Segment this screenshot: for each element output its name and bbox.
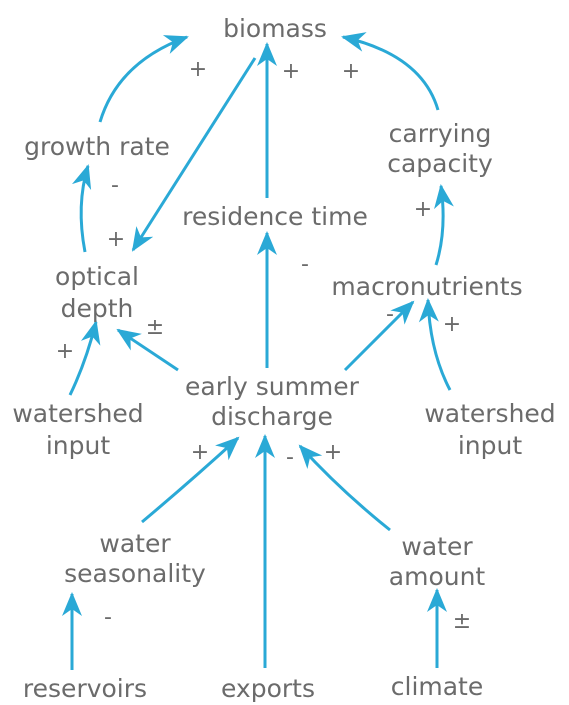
node-label: growth rate	[24, 132, 170, 161]
edge-sign: +	[189, 57, 207, 82]
node-label: biomass	[223, 14, 327, 43]
node-label: depth	[61, 294, 134, 323]
edge-sign: -	[301, 252, 309, 277]
node-label: input	[458, 431, 523, 460]
edges	[62, 32, 454, 670]
edge-sign: +	[414, 197, 432, 222]
edge-sign: -	[386, 302, 394, 327]
nodes: biomass growth rate carrying capacity re…	[12, 14, 555, 703]
node-label: watershed	[424, 399, 555, 428]
node-label: water	[401, 532, 473, 561]
edge-sign: +	[342, 59, 360, 84]
edge	[116, 328, 179, 372]
node-label: exports	[221, 674, 315, 703]
node-label: optical	[55, 262, 139, 291]
edge	[298, 444, 391, 532]
node-label: reservoirs	[23, 674, 147, 703]
edge	[68, 320, 101, 396]
node-label: climate	[391, 672, 484, 701]
edge	[343, 300, 415, 372]
edge-sign: ±	[453, 609, 471, 634]
node-label: early summer	[185, 372, 360, 401]
edge	[341, 32, 440, 111]
node-label: water	[99, 529, 171, 558]
node-label: residence time	[182, 202, 368, 231]
edge-sign: +	[324, 440, 342, 465]
edge	[71, 164, 92, 253]
signs: + + + - + + - ± + - + + - + - ±	[56, 57, 471, 634]
node-label: amount	[389, 562, 486, 591]
edge-sign: -	[111, 173, 119, 198]
edge-sign: +	[443, 312, 461, 337]
node-label: input	[46, 431, 111, 460]
edge	[141, 436, 240, 524]
node-label: macronutrients	[331, 272, 522, 301]
edge-sign: +	[191, 440, 209, 465]
edge	[418, 298, 452, 391]
edge	[131, 57, 257, 252]
node-label: discharge	[211, 402, 333, 431]
edge-sign: +	[282, 59, 300, 84]
node-label: watershed	[12, 399, 143, 428]
edge-sign: -	[286, 445, 294, 470]
node-label: carrying	[389, 119, 492, 148]
edge-sign: -	[104, 605, 112, 630]
node-label: capacity	[387, 149, 493, 178]
node-label: seasonality	[64, 559, 206, 588]
edge-sign: +	[107, 227, 125, 252]
edge-sign: ±	[146, 315, 164, 340]
edge	[98, 35, 189, 123]
edge-sign: +	[56, 339, 74, 364]
edge	[434, 184, 454, 266]
